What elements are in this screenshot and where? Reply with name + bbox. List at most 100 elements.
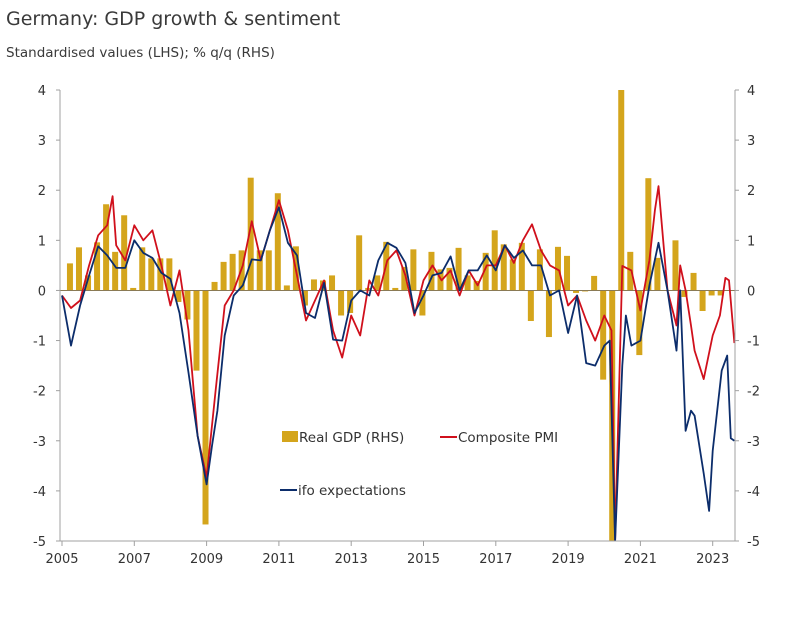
gdp-bar	[175, 290, 182, 302]
x-tick-label: 2023	[696, 552, 729, 567]
gdp-bar	[636, 290, 643, 356]
y-tick-label-left: 0	[38, 284, 46, 299]
y-tick-label-right: 4	[747, 84, 755, 99]
x-tick-label: 2007	[118, 552, 151, 567]
y-tick-label-right: 1	[747, 234, 755, 249]
legend-label-pmi: Composite PMI	[458, 430, 558, 446]
gdp-bar	[374, 275, 381, 291]
gdp-bar	[274, 193, 281, 291]
gdp-bar	[455, 247, 462, 291]
gdp-bar	[536, 249, 543, 291]
gdp-bar	[708, 290, 715, 296]
gdp-bar	[573, 290, 580, 293]
y-tick-label-right: -5	[747, 535, 760, 550]
chart-title: Germany: GDP growth & sentiment	[6, 8, 341, 30]
gdp-bar	[699, 290, 706, 311]
gdp-bar	[301, 290, 308, 306]
gdp-bar	[329, 275, 336, 291]
y-tick-label-left: -4	[33, 485, 46, 500]
gdp-bar	[157, 258, 164, 291]
pmi-line	[61, 185, 735, 541]
gdp-bar	[473, 280, 480, 291]
gdp-bar	[654, 257, 661, 291]
y-tick-label-left: -1	[33, 335, 46, 350]
gdp-bar	[600, 290, 607, 380]
gdp-bar	[193, 290, 200, 371]
gdp-bar	[410, 249, 417, 291]
gdp-bar	[184, 290, 191, 320]
gdp-bar	[166, 258, 173, 291]
gdp-bar	[356, 235, 363, 291]
gdp-bar	[94, 242, 101, 291]
gdp-bar	[66, 263, 73, 291]
y-tick-label-right: 0	[747, 284, 755, 299]
gdp-bar	[121, 215, 128, 291]
legend-swatch-gdp	[282, 431, 298, 442]
legend-label-gdp: Real GDP (RHS)	[299, 430, 404, 446]
x-tick-label: 2021	[624, 552, 657, 567]
y-tick-label-left: 1	[38, 234, 46, 249]
gdp-bar	[75, 247, 82, 291]
gdp-bar	[672, 240, 679, 291]
y-tick-label-right: 2	[747, 184, 755, 199]
gdp-bar	[419, 290, 426, 316]
x-tick-label: 2009	[190, 552, 223, 567]
gdp-bar	[229, 253, 236, 291]
x-tick-label: 2019	[552, 552, 585, 567]
ifo-line	[61, 206, 735, 541]
gdp-bar	[591, 275, 598, 291]
y-tick-label-right: -2	[747, 385, 760, 400]
chart-subtitle: Standardised values (LHS); % q/q (RHS)	[6, 45, 275, 61]
gdp-bar	[202, 290, 209, 525]
gdp-bar	[618, 90, 625, 291]
y-tick-label-left: -2	[33, 385, 46, 400]
gdp-bar	[690, 272, 697, 291]
y-tick-label-left: 3	[38, 134, 46, 149]
gdp-bar	[627, 251, 634, 291]
gdp-bar	[500, 244, 507, 291]
gdp-bar	[392, 287, 399, 291]
gdp-bar	[491, 230, 498, 291]
y-tick-label-right: -3	[747, 435, 760, 450]
gdp-bar	[256, 250, 263, 291]
gdp-bar	[211, 281, 218, 291]
gdp-bar	[310, 279, 317, 291]
gdp-bar	[554, 246, 561, 291]
x-tick-label: 2011	[262, 552, 295, 567]
gdp-bar	[401, 266, 408, 291]
gdp-bar	[545, 290, 552, 338]
gdp-bar	[283, 285, 290, 291]
gdp-bar	[518, 242, 525, 291]
legend: Real GDP (RHS) Composite PMI ifo expectati…	[280, 430, 558, 499]
x-tick-label: 2005	[45, 552, 78, 567]
gdp-bar	[265, 250, 272, 291]
gdp-bar	[247, 177, 254, 291]
gdp-bar	[139, 247, 146, 291]
x-tick-label: 2017	[479, 552, 512, 567]
gdp-bar	[446, 267, 453, 291]
gdp-bar	[103, 204, 110, 291]
gdp-bar	[428, 251, 435, 291]
gdp-bar	[564, 255, 571, 291]
gdp-bar	[681, 290, 688, 297]
y-tick-label-left: -3	[33, 435, 46, 450]
x-tick-label: 2015	[407, 552, 440, 567]
y-tick-label-left: 4	[38, 84, 46, 99]
gdp-bar	[338, 290, 345, 316]
y-tick-label-right: -4	[747, 485, 760, 500]
gdp-bar	[582, 290, 589, 292]
gdp-bar	[509, 259, 516, 291]
y-tick-label-right: 3	[747, 134, 755, 149]
legend-label-ifo: ifo expectations	[298, 483, 406, 499]
y-tick-label-right: -1	[747, 335, 760, 350]
gdp-bar	[130, 287, 137, 291]
gdp-bar	[464, 275, 471, 291]
gdp-bar	[645, 178, 652, 291]
gdp-bar	[527, 290, 534, 322]
gdp-bar	[482, 252, 489, 291]
x-tick-label: 2013	[335, 552, 368, 567]
gdp-bar	[85, 275, 92, 291]
y-tick-label-left: -5	[33, 535, 46, 550]
gdp-bar	[220, 261, 227, 291]
